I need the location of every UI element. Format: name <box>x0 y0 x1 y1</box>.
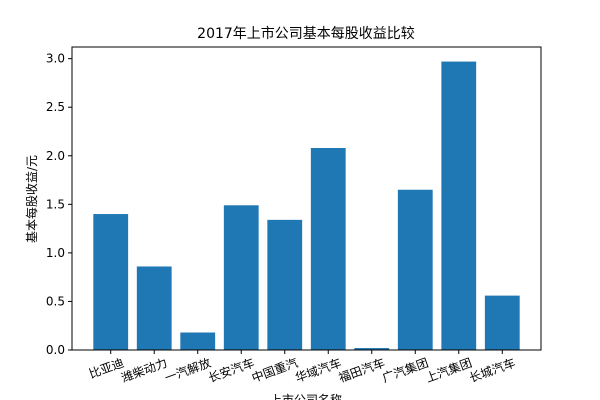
y-tick-label: 0.5 <box>46 294 65 308</box>
bar <box>93 214 129 350</box>
plot-frame <box>71 46 542 351</box>
chart-title: 2017年上市公司基本每股收益比较 <box>197 25 415 42</box>
x-axis-label: 上市公司名称 <box>270 392 342 400</box>
bar <box>310 148 346 350</box>
y-tick-label: 1.0 <box>46 246 65 260</box>
bar <box>267 219 303 350</box>
y-tick-label: 1.5 <box>46 197 65 211</box>
bar <box>180 332 216 350</box>
y-tick-label: 2.0 <box>46 149 65 163</box>
y-tick-label: 3.0 <box>46 52 65 66</box>
bar <box>354 348 390 350</box>
bar <box>484 295 520 350</box>
y-axis-label: 基本每股收益/元 <box>24 155 39 243</box>
y-tick-label: 2.5 <box>46 100 65 114</box>
bar <box>441 61 477 350</box>
y-tick-label: 0.0 <box>46 343 65 357</box>
bar <box>397 189 433 350</box>
bar <box>223 205 259 350</box>
bar <box>136 266 172 350</box>
